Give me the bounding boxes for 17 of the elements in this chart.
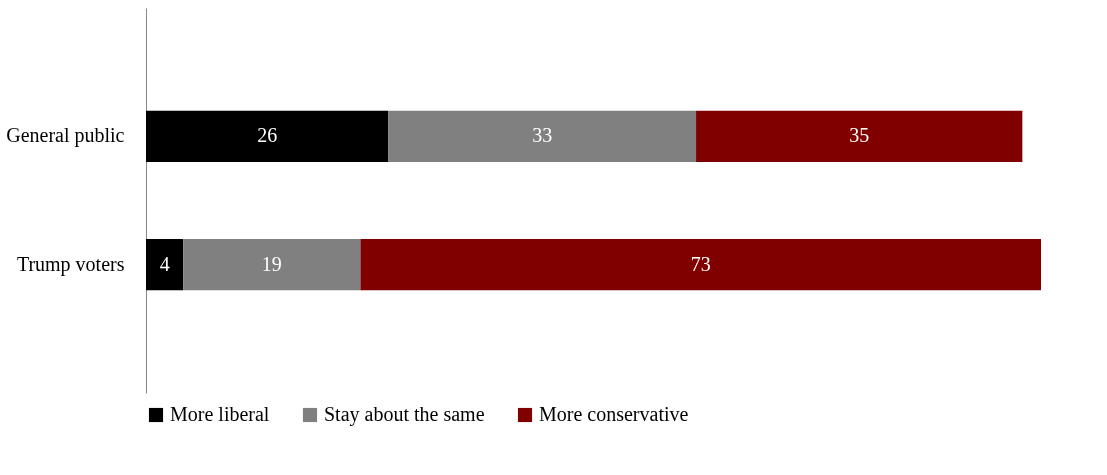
- data-label: 26: [257, 124, 278, 147]
- data-label: 4: [159, 252, 170, 275]
- data-label: 35: [849, 124, 870, 147]
- bar: [183, 239, 361, 291]
- legend-label: More liberal: [170, 403, 270, 425]
- legend-label: More conservative: [539, 403, 689, 425]
- data-label: 19: [261, 252, 282, 275]
- legend-label: Stay about the same: [324, 403, 485, 426]
- bar: [360, 239, 1041, 291]
- bar: [696, 110, 1023, 162]
- bar: [146, 110, 389, 162]
- data-label: 33: [532, 124, 553, 147]
- data-label: 73: [690, 252, 711, 275]
- y-tick-label: General public: [6, 124, 125, 148]
- y-tick-label: Trump voters: [16, 252, 125, 276]
- bar: [146, 239, 184, 291]
- bar: [388, 110, 697, 162]
